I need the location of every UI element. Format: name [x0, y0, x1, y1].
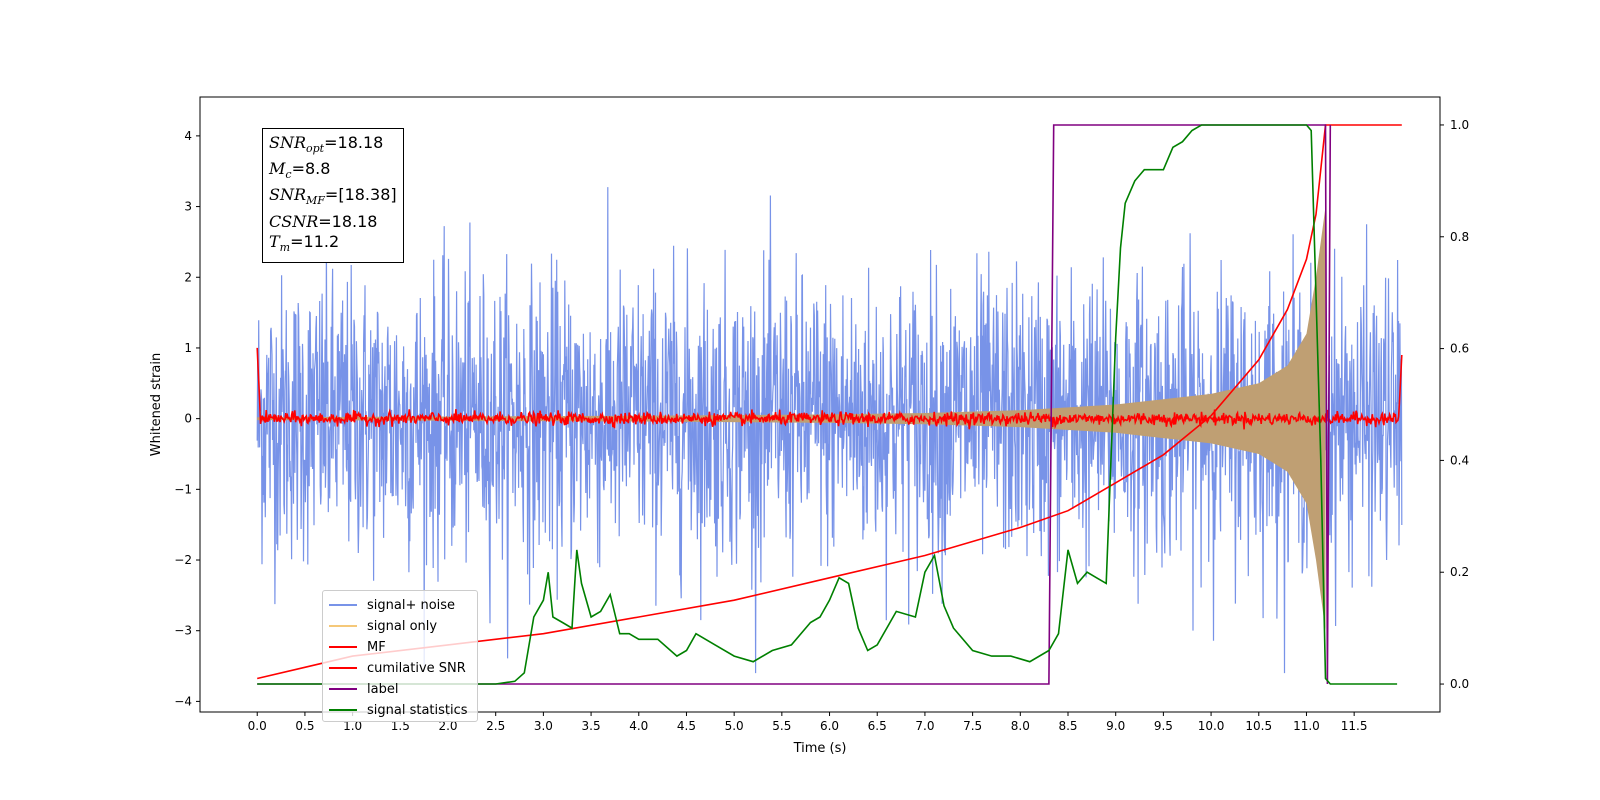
legend-label: label [367, 681, 399, 697]
series-mf [256, 347, 1403, 430]
x-tick-label: 9.0 [1106, 719, 1125, 733]
y-tick-label: −2 [174, 553, 192, 567]
x-axis-label: Time (s) [793, 741, 847, 756]
x-tick-label: 0.5 [295, 719, 314, 733]
x-tick-label: 7.5 [963, 719, 982, 733]
y2-axis-ticks: 0.0 0.2 0.4 0.6 0.8 1.0 [1440, 118, 1469, 691]
x-tick-label: 1.0 [343, 719, 362, 733]
x-tick-label: 11.5 [1341, 719, 1368, 733]
annotation-mc: Mc=8.8 [269, 159, 331, 182]
y2-tick-label: 0.4 [1450, 453, 1469, 467]
y-tick-label: 0 [184, 412, 192, 426]
annotation-csnr: CSNR=18.18 [269, 211, 378, 231]
legend-swatch [329, 646, 357, 648]
annotation-snr-mf: SNRMF=[18.38] [269, 185, 397, 208]
x-tick-label: 1.5 [391, 719, 410, 733]
x-axis-ticks: 0.0 0.5 1.0 1.5 2.0 2.5 3.0 3.5 4.0 4.5 5.0 5.5 6.0 6… [248, 712, 1368, 733]
x-tick-label: 7.0 [915, 719, 934, 733]
y-tick-label: −3 [174, 624, 192, 638]
x-tick-label: 2.0 [438, 719, 457, 733]
legend-swatch [329, 667, 357, 669]
legend-label: cumilative SNR [367, 660, 466, 676]
x-tick-label: 4.5 [677, 719, 696, 733]
x-tick-label: 10.5 [1245, 719, 1272, 733]
legend-item: cumilative SNR [329, 658, 466, 678]
y2-tick-label: 0.6 [1450, 342, 1469, 356]
annotation-tm: Tm=11.2 [269, 231, 340, 254]
series-label [257, 124, 1332, 685]
y-axis-label: Whitened strain [149, 353, 164, 456]
annotation-snr-opt: SNRopt=18.18 [269, 133, 384, 156]
legend-swatch [329, 709, 357, 711]
y2-tick-label: 1.0 [1450, 118, 1469, 132]
y-tick-label: −4 [174, 694, 192, 708]
x-tick-label: 5.0 [725, 719, 744, 733]
y2-tick-label: 0.0 [1450, 677, 1469, 691]
series-signal-statistics [257, 124, 1398, 685]
x-tick-label: 6.5 [868, 719, 887, 733]
legend-swatch [329, 625, 357, 627]
legend-item: label [329, 679, 398, 699]
y2-tick-label: 0.8 [1450, 230, 1469, 244]
y-tick-label: 2 [184, 270, 192, 284]
x-tick-label: 5.5 [772, 719, 791, 733]
legend-item: signal only [329, 616, 437, 636]
legend-swatch [329, 604, 357, 606]
y2-tick-label: 0.2 [1450, 565, 1469, 579]
x-tick-label: 10.0 [1198, 719, 1225, 733]
x-tick-label: 8.5 [1058, 719, 1077, 733]
y-tick-label: −1 [174, 482, 192, 496]
x-tick-label: 4.0 [629, 719, 648, 733]
y-tick-label: 3 [184, 200, 192, 214]
legend-swatch [329, 688, 357, 690]
x-tick-label: 2.5 [486, 719, 505, 733]
x-tick-label: 6.0 [820, 719, 839, 733]
y-axis-ticks: −4 −3 −2 −1 0 1 2 3 4 [174, 129, 200, 708]
legend-item: MF [329, 637, 386, 657]
plot-frame [199, 96, 1441, 713]
x-tick-label: 11.0 [1293, 719, 1320, 733]
annotation-box: SNRopt=18.18 Mc=8.8 SNRMF=[18.38] CSNR=1… [262, 128, 404, 263]
x-tick-label: 8.0 [1011, 719, 1030, 733]
x-tick-label: 3.0 [534, 719, 553, 733]
x-tick-label: 3.5 [582, 719, 601, 733]
legend-label: MF [367, 639, 386, 655]
legend-item: signal statistics [329, 700, 468, 720]
y-tick-label: 1 [184, 341, 192, 355]
x-tick-label: 0.0 [248, 719, 267, 733]
y-tick-label: 4 [184, 129, 192, 143]
legend-label: signal+ noise [367, 597, 456, 613]
legend: signal+ noise signal only MF cumilative SNR… [322, 590, 478, 722]
legend-item: signal+ noise [329, 595, 455, 615]
legend-label: signal only [367, 618, 438, 634]
legend-label: signal statistics [367, 702, 468, 718]
x-tick-label: 9.5 [1154, 719, 1173, 733]
